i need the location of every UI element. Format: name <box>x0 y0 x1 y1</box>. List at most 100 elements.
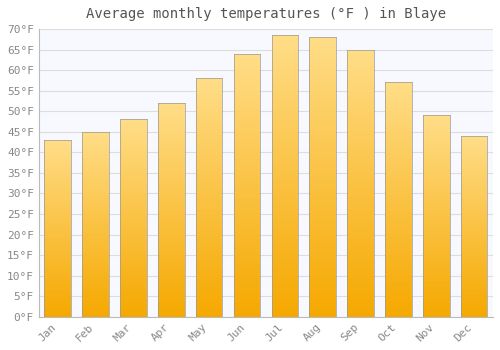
Bar <box>310 309 336 311</box>
Bar <box>196 218 222 220</box>
Bar <box>385 148 411 150</box>
Bar <box>196 293 222 295</box>
Bar <box>272 315 298 317</box>
Bar <box>385 307 411 309</box>
Bar <box>44 152 71 153</box>
Bar <box>310 220 336 222</box>
Bar <box>272 307 298 309</box>
Bar <box>310 315 336 317</box>
Bar <box>44 166 71 167</box>
Bar <box>423 199 450 200</box>
Bar <box>158 284 184 286</box>
Bar <box>120 223 146 225</box>
Bar <box>310 151 336 153</box>
Bar <box>348 156 374 158</box>
Bar <box>158 144 184 146</box>
Bar <box>423 205 450 207</box>
Bar <box>385 296 411 298</box>
Bar <box>461 294 487 295</box>
Bar <box>196 96 222 97</box>
Bar <box>461 154 487 155</box>
Bar <box>82 236 109 237</box>
Bar <box>385 172 411 173</box>
Bar <box>234 257 260 259</box>
Bar <box>385 264 411 265</box>
Bar <box>272 195 298 197</box>
Bar <box>348 256 374 258</box>
Bar <box>120 292 146 293</box>
Bar <box>120 214 146 216</box>
Bar <box>385 100 411 101</box>
Bar <box>272 193 298 195</box>
Bar <box>234 310 260 312</box>
Bar <box>348 271 374 272</box>
Bar <box>196 102 222 104</box>
Bar <box>44 210 71 211</box>
Bar <box>158 184 184 186</box>
Bar <box>82 297 109 298</box>
Bar <box>461 172 487 173</box>
Bar <box>234 270 260 271</box>
Bar <box>196 274 222 275</box>
Bar <box>196 244 222 245</box>
Bar <box>196 258 222 260</box>
Bar <box>348 261 374 263</box>
Bar <box>385 115 411 117</box>
Bar <box>461 136 487 137</box>
Bar <box>272 198 298 201</box>
Bar <box>461 152 487 153</box>
Bar <box>272 116 298 118</box>
Bar <box>82 304 109 306</box>
Bar <box>158 286 184 287</box>
Bar <box>82 246 109 248</box>
Bar <box>385 86 411 87</box>
Bar <box>120 127 146 129</box>
Bar <box>423 309 450 310</box>
Bar <box>120 277 146 279</box>
Bar <box>158 270 184 271</box>
Bar <box>385 256 411 258</box>
Bar <box>385 268 411 270</box>
Bar <box>44 181 71 182</box>
Bar <box>234 136 260 138</box>
Bar <box>385 142 411 143</box>
Bar <box>461 210 487 211</box>
Bar <box>385 275 411 276</box>
Bar <box>234 75 260 77</box>
Bar <box>44 264 71 265</box>
Bar <box>82 216 109 217</box>
Bar <box>310 252 336 253</box>
Bar <box>120 260 146 261</box>
Bar <box>82 223 109 224</box>
Bar <box>82 260 109 261</box>
Bar <box>272 71 298 73</box>
Bar <box>82 241 109 243</box>
Bar <box>234 192 260 194</box>
Bar <box>234 304 260 306</box>
Bar <box>385 120 411 121</box>
Bar <box>120 139 146 141</box>
Bar <box>44 140 71 141</box>
Bar <box>348 162 374 163</box>
Bar <box>44 272 71 273</box>
Bar <box>44 198 71 199</box>
Bar <box>44 223 71 224</box>
Bar <box>196 267 222 269</box>
Bar <box>196 279 222 280</box>
Bar <box>158 271 184 273</box>
Bar <box>272 43 298 44</box>
Bar <box>310 218 336 220</box>
Bar <box>385 192 411 194</box>
Bar <box>348 108 374 110</box>
Bar <box>461 203 487 205</box>
Bar <box>272 202 298 204</box>
Bar <box>423 276 450 278</box>
Bar <box>423 195 450 196</box>
Bar <box>196 161 222 163</box>
Bar <box>158 237 184 238</box>
Bar <box>196 145 222 147</box>
Bar <box>196 126 222 128</box>
Bar <box>461 290 487 292</box>
Bar <box>272 174 298 176</box>
Bar <box>234 240 260 242</box>
